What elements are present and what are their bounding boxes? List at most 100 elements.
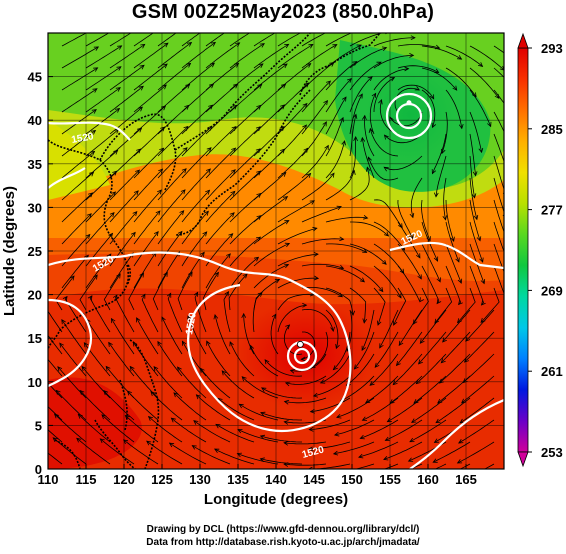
streamline-arrow xyxy=(257,291,263,297)
streamline xyxy=(205,191,236,223)
streamline-arrow xyxy=(168,442,175,448)
streamline-arrow xyxy=(359,434,365,440)
streamline-arrow xyxy=(383,134,389,140)
streamline xyxy=(277,253,319,267)
streamline-arrow xyxy=(378,287,384,293)
streamline-arrow xyxy=(457,55,463,60)
streamline-arrow xyxy=(376,320,382,326)
streamline-arrow xyxy=(112,294,118,300)
streamline xyxy=(54,413,87,443)
streamline xyxy=(253,220,289,245)
streamline-arrow xyxy=(150,391,156,397)
streamline-arrow xyxy=(412,319,418,325)
streamline xyxy=(48,334,63,355)
streamline xyxy=(301,287,343,298)
streamline-arrow xyxy=(108,232,114,238)
streamline xyxy=(397,65,439,73)
streamline xyxy=(229,341,255,377)
streamline xyxy=(157,84,190,113)
streamline-arrow xyxy=(361,345,366,351)
streamline xyxy=(469,155,475,198)
streamline xyxy=(205,105,237,135)
streamline-arrow xyxy=(259,43,265,48)
streamline-arrow xyxy=(341,140,346,146)
streamline-arrow xyxy=(59,342,64,348)
streamline-arrow xyxy=(108,341,113,347)
streamline xyxy=(221,370,255,399)
streamline-arrow xyxy=(433,438,440,443)
streamline-arrow xyxy=(238,403,244,409)
streamline xyxy=(85,170,117,201)
streamline-arrow xyxy=(284,381,291,387)
streamline xyxy=(86,318,111,355)
streamline-arrow xyxy=(409,212,415,219)
streamline xyxy=(301,33,327,47)
streamline-arrow xyxy=(409,53,415,58)
streamline-arrow xyxy=(335,343,340,350)
streamline-arrow xyxy=(350,310,356,316)
streamline xyxy=(192,445,231,465)
streamline-arrow xyxy=(139,64,145,70)
streamline-arrow xyxy=(284,242,291,248)
streamline-arrow xyxy=(308,427,314,432)
streamline-arrow xyxy=(93,274,98,280)
streamline-arrow xyxy=(458,123,464,130)
streamline-arrow xyxy=(206,340,211,346)
streamline-arrow xyxy=(110,191,117,197)
streamline xyxy=(205,42,240,69)
streamline xyxy=(252,292,263,333)
streamline xyxy=(493,89,504,104)
streamline-arrow xyxy=(363,214,369,220)
streamline xyxy=(325,33,353,47)
streamline-arrow xyxy=(458,438,464,444)
streamline xyxy=(148,416,183,443)
streamline-arrow xyxy=(379,343,384,349)
streamline xyxy=(61,255,89,289)
streamline-arrow xyxy=(163,271,168,277)
streamline-arrow xyxy=(336,205,342,211)
streamline xyxy=(469,67,500,99)
streamline-arrow xyxy=(283,399,290,405)
streamline xyxy=(125,415,159,443)
streamline xyxy=(301,121,327,157)
streamline xyxy=(133,33,154,47)
streamline-arrow xyxy=(186,41,193,47)
streamline xyxy=(445,45,483,67)
streamline xyxy=(469,265,484,306)
streamline xyxy=(385,419,423,441)
streamline xyxy=(85,66,122,91)
streamline xyxy=(215,424,255,443)
streamline-arrow xyxy=(116,273,121,279)
streamline-arrow xyxy=(215,423,221,429)
streamline-arrow xyxy=(436,277,441,283)
streamlines-layer xyxy=(48,22,504,469)
streamline xyxy=(181,168,211,201)
streamline xyxy=(373,265,402,299)
streamline xyxy=(85,212,115,245)
streamline xyxy=(445,199,455,242)
streamline xyxy=(493,199,504,233)
streamline-arrow xyxy=(450,236,455,242)
streamline-arrow xyxy=(415,253,421,259)
streamline xyxy=(181,42,216,69)
streamline xyxy=(127,390,159,421)
streamline-arrow xyxy=(162,63,168,69)
streamline xyxy=(157,189,186,223)
streamline xyxy=(301,100,328,135)
y-tick-label: 15 xyxy=(28,331,42,346)
y-tick-label: 30 xyxy=(28,200,42,215)
streamline xyxy=(445,221,460,263)
streamline xyxy=(284,463,327,466)
streamline xyxy=(161,316,183,355)
streamline xyxy=(261,387,303,399)
streamline-arrow xyxy=(236,22,240,26)
x-tick-label: 160 xyxy=(417,472,439,487)
streamline-arrow xyxy=(432,458,438,463)
streamline xyxy=(100,438,135,465)
credit-drawing: Drawing by DCL (https://www.gfd-dennou.o… xyxy=(146,524,420,535)
streamline-arrow xyxy=(478,147,484,154)
streamline-arrow xyxy=(253,256,260,262)
streamline xyxy=(325,309,339,349)
streamline xyxy=(243,313,255,355)
streamline-arrow xyxy=(389,77,396,82)
